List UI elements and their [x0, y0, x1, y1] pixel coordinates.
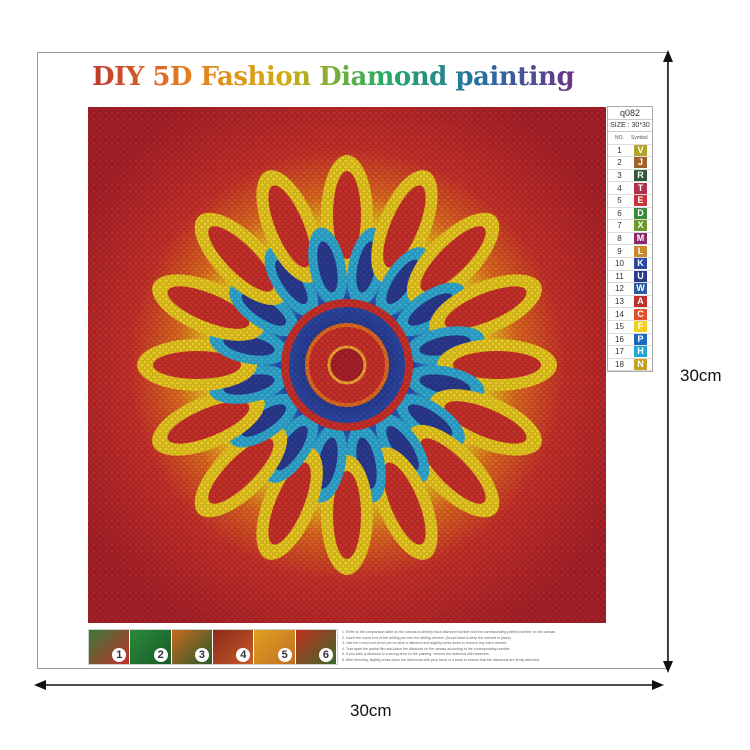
legend-number: 13	[615, 297, 624, 307]
step-image: 4	[212, 630, 255, 664]
legend-symbol: E	[634, 195, 647, 207]
legend-symbol: V	[634, 144, 647, 156]
legend-row: 16 P	[608, 333, 652, 347]
step-images: 1 2 3 4 5 6	[88, 629, 338, 665]
legend-symbol: K	[634, 258, 647, 270]
legend-number: 5	[617, 196, 622, 206]
legend-number: 11	[615, 271, 624, 281]
legend-symbol: R	[634, 170, 647, 182]
legend-number: 17	[615, 347, 624, 357]
instruction-line: 2. Insert the round end of the drilling …	[342, 635, 511, 640]
legend-symbol: T	[634, 182, 647, 194]
instruction-line: 5. If you stick a diamond to a wrong are…	[342, 652, 490, 657]
step-number: 3	[194, 648, 209, 662]
legend-code: q082	[608, 107, 652, 120]
legend-number: 2	[617, 158, 622, 168]
step-image: 1	[89, 630, 131, 664]
legend-row: 17 H	[608, 346, 652, 359]
instruction-line: 4. Tear apart the partial film and place…	[342, 646, 511, 651]
legend-symbol: N	[634, 358, 647, 370]
legend-row: 15 F	[608, 321, 652, 334]
legend-number: 18	[615, 359, 624, 369]
legend-number: 16	[615, 334, 624, 344]
legend-symbol: U	[634, 270, 647, 282]
step-number: 6	[318, 648, 333, 662]
legend-symbol: M	[634, 233, 647, 245]
legend-number: 9	[617, 246, 622, 256]
height-label: 30cm	[680, 366, 722, 385]
step-image: 6	[295, 630, 337, 664]
step-number: 1	[112, 648, 127, 662]
legend-number: 15	[615, 322, 624, 332]
legend-symbol: C	[634, 308, 647, 320]
step-number: 2	[153, 648, 168, 662]
legend-row: 11 U	[608, 270, 652, 284]
legend-symbol: X	[634, 220, 647, 232]
mandala-artwork	[88, 107, 606, 623]
step-image: 5	[254, 630, 296, 664]
legend-number: 1	[617, 145, 622, 155]
legend-number: 7	[617, 221, 622, 231]
instruction-line: 3. Use the round end of the pen to stick…	[342, 641, 508, 646]
legend-number: 10	[615, 259, 624, 269]
step-image: 3	[171, 630, 213, 664]
legend-number: 14	[615, 309, 624, 319]
instruction-line: 6. After finishing, slightly press down …	[342, 657, 540, 662]
legend-number: 4	[617, 183, 622, 193]
legend-symbol: W	[634, 283, 647, 295]
step-image: 2	[130, 630, 172, 664]
instruction-line: 1. Refer to the comparison table on the …	[342, 630, 556, 634]
legend-row: 10 K	[608, 258, 652, 271]
step-number: 5	[277, 648, 292, 662]
legend-symbol: D	[634, 207, 647, 219]
legend-row: 14 C	[608, 308, 652, 321]
legend-number: 8	[617, 234, 622, 244]
legend-col-symbol: Symbol	[631, 134, 648, 141]
width-label: 30cm	[350, 701, 392, 720]
legend-row: 13 A	[608, 296, 652, 309]
legend-row: 12 W	[608, 283, 652, 296]
legend-col-no: NO.	[615, 134, 624, 141]
legend-symbol: L	[634, 245, 647, 257]
legend-number: 12	[615, 284, 624, 294]
legend-symbol: H	[634, 346, 647, 358]
step-number: 4	[236, 648, 251, 662]
legend-symbol: A	[634, 296, 647, 308]
legend-number: 6	[617, 208, 622, 218]
instructions: 1. Refer to the comparison table on the …	[342, 630, 612, 664]
legend-size: SIZE : 30*30	[608, 120, 652, 132]
legend-symbol: P	[634, 333, 647, 345]
legend-symbol: F	[634, 321, 647, 333]
legend-number: 3	[617, 171, 622, 181]
product-title: DIY 5D Fashion Diamond painting	[92, 62, 575, 92]
legend-row: 18 N	[608, 358, 652, 372]
legend-symbol: J	[634, 157, 647, 169]
